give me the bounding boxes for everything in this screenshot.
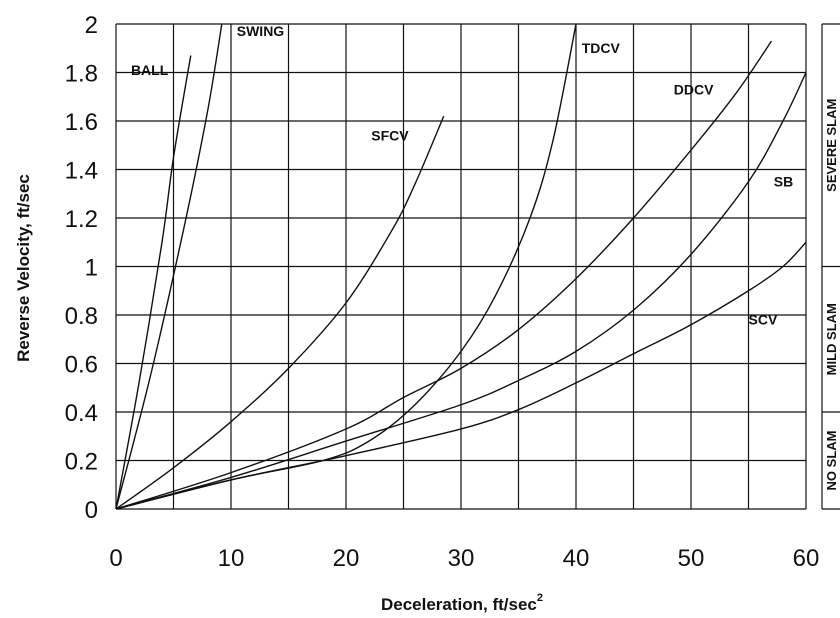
series-label-ball: BALL	[131, 62, 169, 78]
x-tick-label: 30	[448, 545, 475, 572]
series-label-sb: SB	[774, 173, 793, 189]
x-tick-label: 40	[563, 545, 590, 572]
series-line-scv	[115, 241, 807, 510]
y-tick-label: 1	[85, 255, 98, 282]
x-tick-labels: 0 10 20 30 40 50 60	[109, 545, 819, 572]
series-curves	[115, 23, 807, 510]
series-line-sb	[115, 72, 807, 510]
y-tick-label: 1.2	[65, 206, 98, 233]
x-axis-title-exponent: 2	[537, 592, 543, 604]
slam-bands: NO SLAM MILD SLAM SEVERE SLAM	[821, 23, 840, 510]
grid	[115, 23, 807, 510]
band-label-severe-slam: SEVERE SLAM	[824, 99, 839, 192]
series-line-ddcv	[115, 40, 773, 510]
y-tick-labels: 0 0.2 0.4 0.6 0.8 1 1.2 1.4 1.6 1.8 2	[65, 12, 98, 524]
y-tick-label: 1.6	[65, 109, 98, 136]
y-tick-label: 1.4	[65, 158, 98, 185]
y-tick-label: 0	[85, 497, 98, 524]
series-label-swing: SWING	[237, 23, 285, 39]
y-tick-label: 0.2	[65, 449, 98, 476]
y-tick-label: 0.4	[65, 400, 98, 427]
x-axis-title: Deceleration, ft/sec2	[381, 592, 543, 614]
series-line-ball	[115, 55, 192, 510]
y-tick-label: 0.8	[65, 303, 98, 330]
x-tick-label: 0	[109, 545, 122, 572]
x-tick-label: 20	[333, 545, 360, 572]
series-labels: BALL SWING SFCV TDCV DDCV SB SCV	[131, 23, 793, 328]
y-tick-label: 2	[85, 12, 98, 39]
series-line-sfcv	[115, 115, 445, 510]
band-label-no-slam: NO SLAM	[824, 431, 839, 491]
series-line-swing	[115, 23, 223, 510]
x-axis-title-text: Deceleration, ft/sec	[381, 595, 537, 614]
series-label-tdcv: TDCV	[582, 40, 621, 56]
series-label-scv: SCV	[749, 312, 778, 328]
y-tick-label: 0.6	[65, 352, 98, 379]
y-axis-title: Reverse Velocity, ft/sec	[14, 174, 33, 362]
band-label-mild-slam: MILD SLAM	[824, 303, 839, 375]
series-label-sfcv: SFCV	[371, 127, 409, 143]
x-tick-label: 10	[218, 545, 245, 572]
y-tick-label: 1.8	[65, 61, 98, 88]
series-label-ddcv: DDCV	[674, 81, 714, 97]
x-tick-label: 50	[678, 545, 705, 572]
x-tick-label: 60	[793, 545, 820, 572]
